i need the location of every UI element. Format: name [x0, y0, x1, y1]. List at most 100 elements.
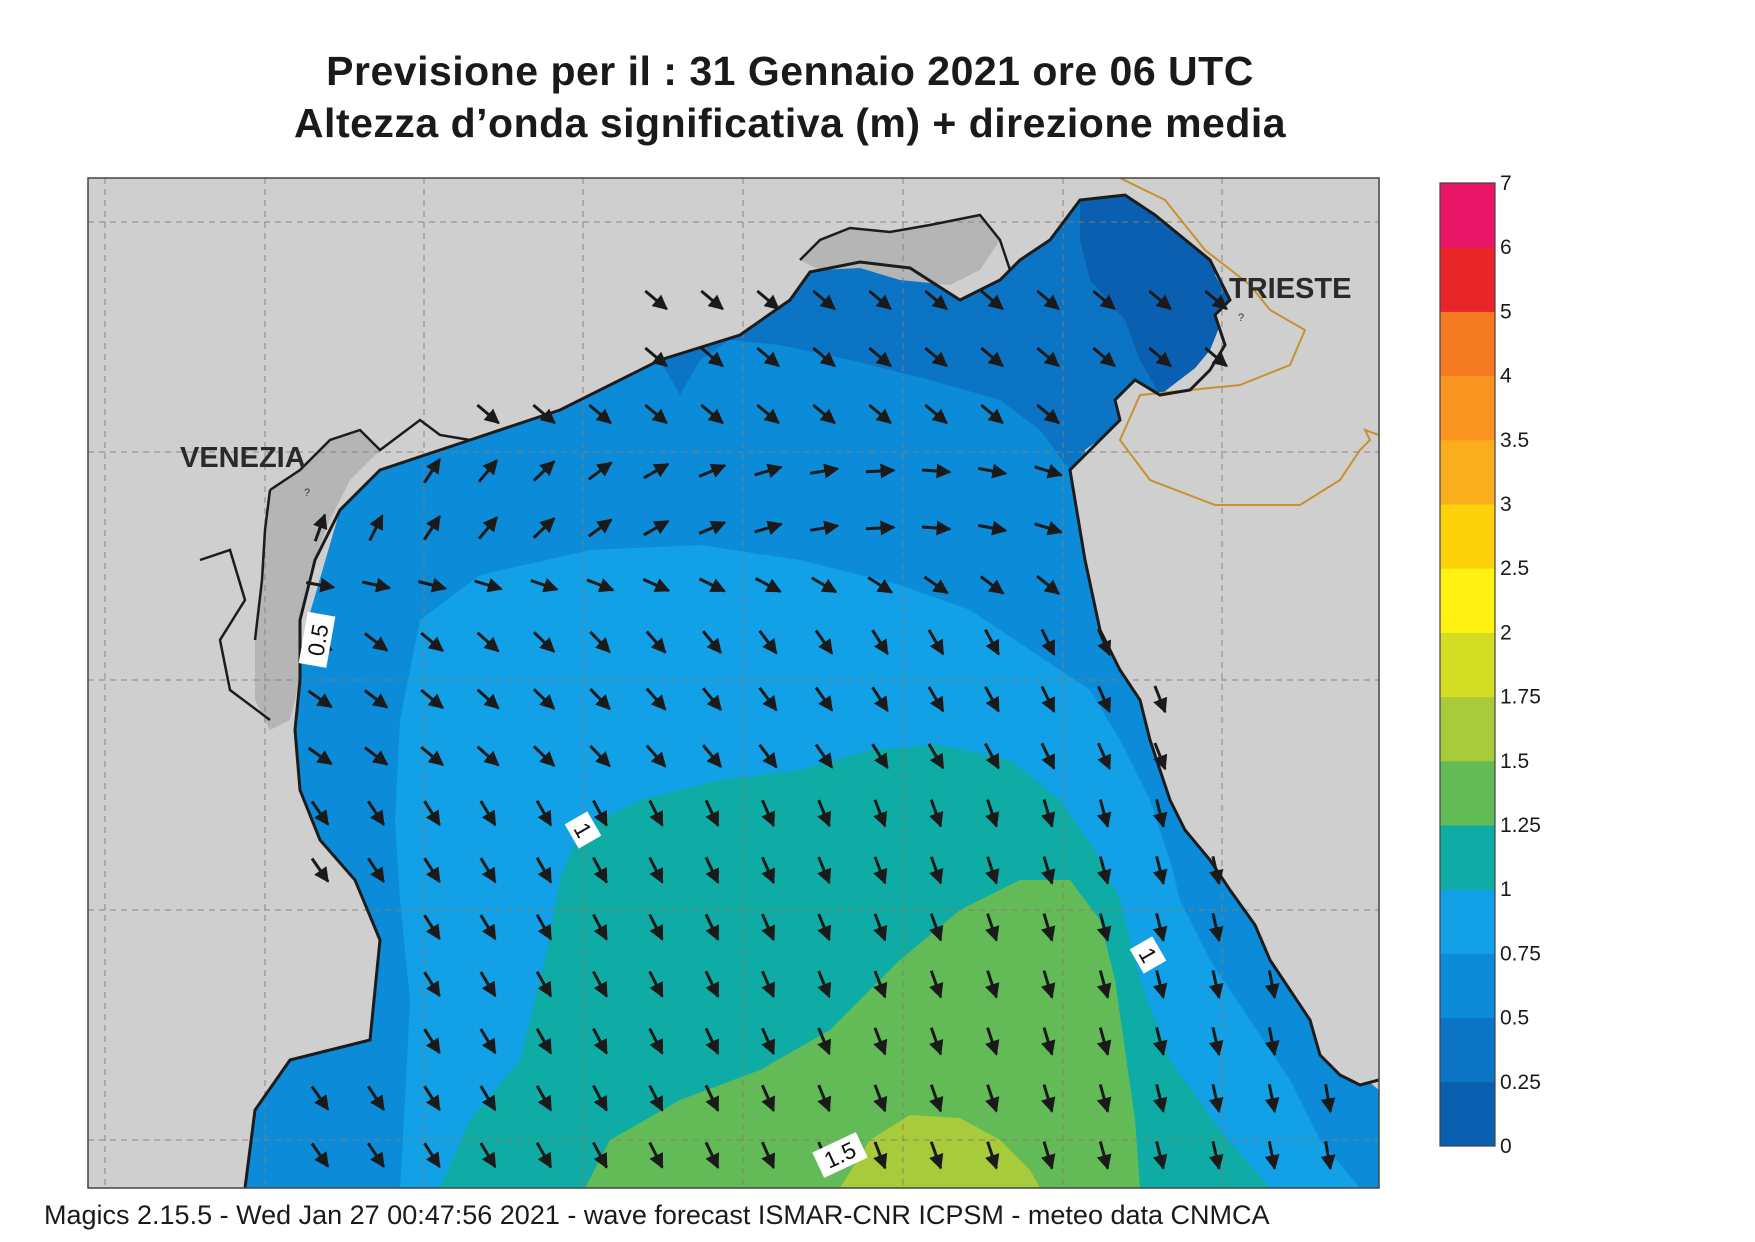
wave-arrow: [873, 970, 888, 999]
wave-arrow: [1040, 1084, 1056, 1113]
west-land: [88, 600, 380, 1188]
wave-arrow: [704, 913, 720, 942]
wave-arrow: [868, 403, 892, 425]
wave-arrow: [873, 856, 888, 885]
grado-lagoon: [800, 215, 1000, 285]
legend-tick-label: 5: [1500, 300, 1512, 323]
wave-arrow: [927, 629, 945, 656]
wave-arrow: [363, 632, 389, 652]
wave-arrow: [1040, 628, 1056, 656]
wave-arrow: [592, 1141, 608, 1169]
legend-swatch: [1440, 696, 1495, 762]
wave-arrow: [1153, 742, 1168, 771]
wave-arrow: [586, 578, 615, 593]
wave-arrow: [477, 459, 499, 483]
wave-arrow: [700, 403, 724, 425]
wave-arrow: [809, 520, 840, 536]
wave-arrow: [1208, 855, 1224, 886]
wave-arrow: [420, 688, 444, 710]
wave-arrow: [1096, 1141, 1112, 1170]
wave-arrow: [873, 799, 888, 828]
legend-swatch: [1440, 439, 1495, 505]
wave-arrow: [479, 800, 497, 827]
wave-arrow: [310, 857, 330, 883]
wave-arrow: [368, 514, 384, 542]
legend-tick-label: 6: [1500, 236, 1512, 259]
coastline: [243, 193, 1379, 1188]
wave-arrow: [704, 1084, 720, 1113]
wave-arrow: [367, 857, 385, 883]
wave-arrow: [305, 577, 336, 593]
wave-arrow: [1096, 1084, 1112, 1113]
wave-arrow: [313, 513, 328, 542]
wave-arrow: [530, 578, 559, 593]
wave-arrow: [1148, 346, 1172, 368]
wave-arrow: [1092, 346, 1116, 368]
wave-arrow: [984, 742, 1000, 770]
wave-arrow: [363, 746, 389, 766]
wave-arrow: [977, 463, 1008, 479]
wave-arrow: [985, 1027, 1000, 1056]
legend-swatch: [1440, 1081, 1495, 1147]
wave-arrow: [476, 631, 500, 653]
wave-arrow: [1264, 1027, 1280, 1057]
wave-arrow: [1320, 1083, 1336, 1114]
wave-arrow: [929, 1027, 944, 1056]
title-line-1: Previsione per il : 31 Gennaio 2021 ore …: [326, 48, 1254, 94]
wave-arrow: [758, 686, 778, 712]
wave-arrow: [1152, 1084, 1168, 1114]
wave-arrow: [535, 971, 553, 998]
wave-arrow: [871, 629, 889, 656]
wave-arrow: [1264, 1084, 1280, 1114]
wave-arrow: [1040, 742, 1056, 770]
wave-arrow: [648, 1027, 664, 1055]
wave-arrow: [754, 463, 783, 479]
wave-arrow: [423, 857, 441, 884]
wave-arrow: [980, 403, 1004, 425]
legend-swatch: [1440, 953, 1495, 1019]
wave-arrow: [535, 1085, 553, 1112]
wave-arrow: [310, 1085, 330, 1111]
wave-arrow: [761, 913, 776, 942]
wave-arrow: [479, 914, 497, 941]
graticule: [88, 178, 1379, 1188]
wave-arrow: [873, 913, 888, 942]
wave-arrow: [1040, 1027, 1056, 1056]
wave-arrow: [698, 520, 727, 535]
wave-arrow: [929, 1141, 944, 1170]
wave-arrow: [363, 689, 389, 709]
wave-arrow: [423, 1028, 441, 1055]
legend-tick-label: 1.75: [1500, 686, 1541, 709]
wave-arrow: [758, 743, 778, 769]
wave-arrow: [1036, 575, 1061, 595]
wave-arrow: [1096, 970, 1112, 999]
wave-arrow: [756, 403, 780, 425]
wave-arrow: [761, 799, 776, 828]
wave-arrow: [761, 1141, 776, 1170]
wave-arrow: [980, 346, 1004, 368]
legend-tick-label: 1.5: [1500, 750, 1529, 773]
wave-arrow: [587, 518, 613, 538]
wave-arrow: [1152, 1027, 1168, 1057]
wave-arrow: [1096, 1027, 1112, 1056]
legend-swatch: [1440, 889, 1495, 954]
wave-arrow: [592, 1084, 608, 1112]
map-frame: [87, 177, 1380, 1189]
wave-arrow: [476, 688, 500, 710]
wave-arrow: [474, 577, 503, 593]
wave-direction-arrows: [305, 289, 1336, 1171]
wave-arrow: [704, 1027, 720, 1056]
wave-arrow: [1036, 403, 1060, 425]
wave-arrow: [701, 687, 723, 711]
wave-arrow: [761, 1084, 776, 1113]
wave-arrow: [477, 516, 499, 540]
wave-arrow: [532, 460, 556, 482]
legend-tick-label: 2.5: [1500, 557, 1529, 580]
footer-credits: Magics 2.15.5 - Wed Jan 27 00:47:56 2021…: [44, 1200, 1270, 1230]
wave-arrow: [479, 1028, 497, 1055]
wave-arrow: [1092, 289, 1116, 311]
wave-arrow: [1208, 1026, 1224, 1057]
legend-swatch: [1440, 183, 1495, 248]
wave-arrow: [1208, 1140, 1224, 1171]
wave-arrow: [985, 1141, 1000, 1170]
